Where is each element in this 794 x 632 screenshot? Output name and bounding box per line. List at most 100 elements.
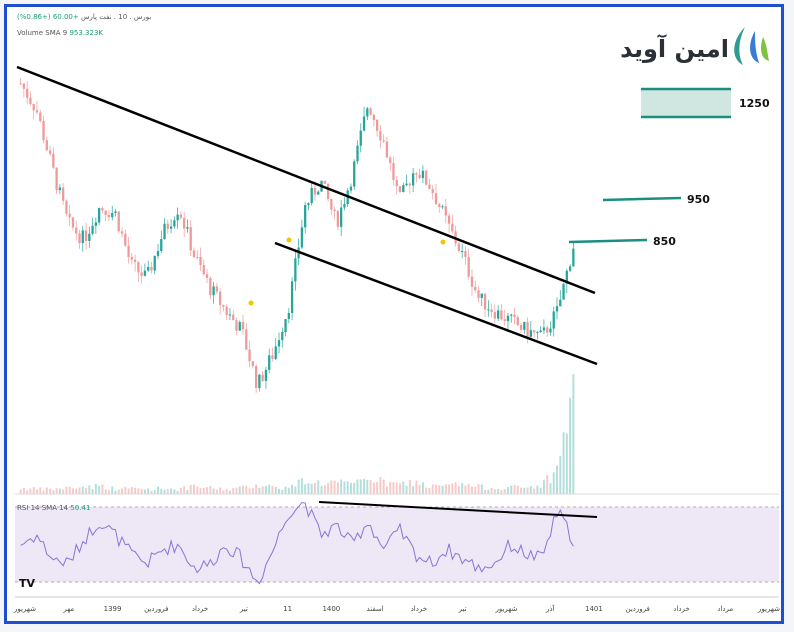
channel-lower-trendline[interactable] xyxy=(274,241,598,366)
change-text: +60.00 (+0.86%) xyxy=(17,13,79,21)
candle-body xyxy=(326,183,330,199)
time-axis-label: اسفند xyxy=(367,605,384,613)
volume-bar xyxy=(487,489,490,494)
volume-bar xyxy=(130,487,133,494)
volume-bar xyxy=(392,481,395,494)
volume-bar xyxy=(143,489,146,494)
volume-bar xyxy=(356,479,359,494)
volume-bar xyxy=(245,486,248,494)
candle-body xyxy=(411,173,415,186)
volume-bar xyxy=(235,487,238,494)
candle-body xyxy=(483,293,487,310)
candle-body xyxy=(78,233,81,244)
volume-bar xyxy=(457,486,460,494)
volume-bar xyxy=(435,484,437,494)
logo-mark-icon xyxy=(734,27,769,65)
candle-body xyxy=(91,225,94,234)
volume-bar xyxy=(242,485,245,494)
volume-bar xyxy=(88,485,91,494)
candle-body xyxy=(117,211,120,232)
volume-bar xyxy=(529,486,532,494)
candle-body xyxy=(290,281,294,314)
candle-body xyxy=(470,276,474,287)
level-950[interactable]: 950 xyxy=(602,193,710,206)
time-axis-label: فروردین xyxy=(144,605,168,613)
volume-bar xyxy=(451,483,454,494)
volume-bar xyxy=(300,478,303,494)
volume-bar xyxy=(323,485,326,494)
volume-bar xyxy=(101,484,104,494)
level-line xyxy=(602,196,682,202)
signal-dot xyxy=(248,300,254,306)
watermark-text: TV xyxy=(19,577,36,590)
candle-body xyxy=(111,212,114,218)
candle-body xyxy=(428,184,431,190)
volume-bar xyxy=(376,482,379,494)
signal-dot xyxy=(286,237,292,243)
candle-body xyxy=(565,270,568,284)
candle-body xyxy=(235,320,238,331)
candle-body xyxy=(353,161,356,187)
volume-bar xyxy=(261,486,264,494)
chart-canvas[interactable]: امین آوید 1250 950 850 شهریور مهر xyxy=(7,7,781,621)
candle-body xyxy=(336,210,340,227)
volume-bar xyxy=(565,433,568,494)
candle-body xyxy=(268,355,271,370)
candle-body xyxy=(281,332,284,341)
volume-bar xyxy=(225,488,228,494)
candle-body xyxy=(474,286,477,291)
volume-bar xyxy=(572,374,575,494)
volume-bar xyxy=(533,488,536,494)
candle-body xyxy=(45,140,48,151)
volume-bar xyxy=(111,486,114,494)
candle-body xyxy=(310,187,313,204)
volume-bar xyxy=(408,480,411,494)
candle-body xyxy=(356,145,359,162)
volume-bar xyxy=(343,481,346,494)
candle-body xyxy=(375,119,379,131)
volume-bar xyxy=(526,487,529,494)
candle-body xyxy=(274,346,277,360)
volume-bar xyxy=(520,487,523,494)
candle-body xyxy=(75,227,78,234)
volume-bar xyxy=(104,489,107,494)
volume-bar xyxy=(29,488,32,494)
candle-body xyxy=(156,251,160,256)
volume-bar xyxy=(186,489,189,494)
volume-bar xyxy=(81,486,84,494)
volume-bar xyxy=(542,479,545,494)
candle-body xyxy=(438,204,441,208)
volume-bar xyxy=(467,483,470,494)
volume-bar xyxy=(49,488,52,494)
candle-body xyxy=(323,180,326,184)
volume-bar xyxy=(65,486,68,494)
volume-bar xyxy=(52,490,55,494)
candle-body xyxy=(19,83,22,85)
volume-bar xyxy=(395,482,398,494)
time-axis-label: خرداد xyxy=(192,605,208,613)
candle-body xyxy=(395,180,398,187)
volume-bar xyxy=(307,483,310,494)
rsi-trendline[interactable] xyxy=(318,501,598,518)
candle-body xyxy=(26,88,29,98)
volume-bar xyxy=(91,489,94,494)
channel-upper-trendline[interactable] xyxy=(16,65,596,295)
volume-bar xyxy=(137,488,140,494)
level-850[interactable]: 850 xyxy=(568,235,676,248)
candle-body xyxy=(133,259,137,262)
candle-body xyxy=(248,349,251,362)
volume-bar xyxy=(366,479,369,494)
candle-body xyxy=(179,214,183,218)
candle-body xyxy=(490,309,493,313)
candle-body xyxy=(166,223,169,229)
volume-bar xyxy=(127,488,130,494)
time-axis-label: 1400 xyxy=(322,605,340,613)
volume-bar xyxy=(470,486,473,494)
time-axis-label: شهریور xyxy=(13,605,36,613)
candle-body xyxy=(124,233,127,246)
volume-bar xyxy=(179,487,182,494)
volume-bar xyxy=(346,481,349,494)
volume-bar xyxy=(274,487,277,494)
level-1250-zone[interactable]: 1250 xyxy=(641,87,770,119)
volume-bar xyxy=(405,485,408,494)
